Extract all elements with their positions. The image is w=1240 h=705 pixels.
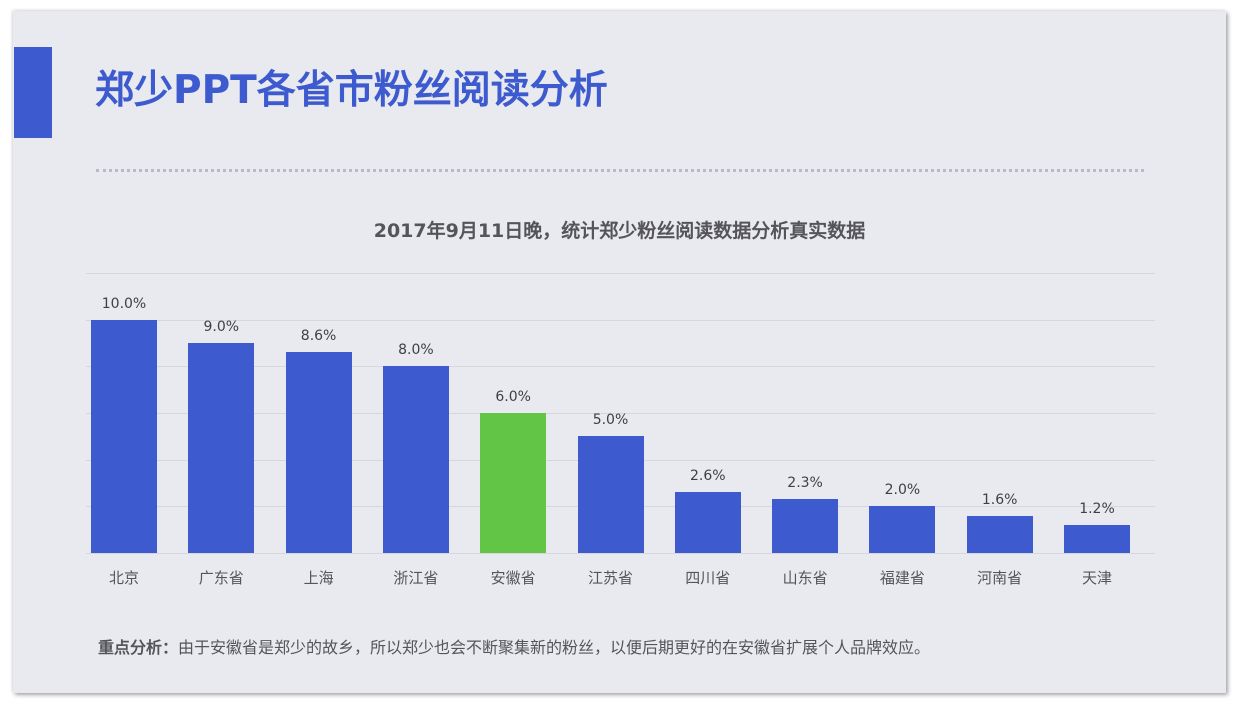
chart-title: 2017年9月11日晚，统计郑少粉丝阅读数据分析真实数据: [373, 220, 866, 242]
data-label: 1.6%: [981, 491, 1018, 508]
bar-group: 8.6%: [285, 273, 352, 553]
bar-group: 8.0%: [382, 273, 449, 553]
bar: [480, 413, 547, 553]
bar-group: 1.6%: [966, 273, 1033, 553]
slide: 郑少PPT各省市粉丝阅读分析 2017年9月11日晚，统计郑少粉丝阅读数据分析真…: [13, 11, 1226, 693]
bar: [674, 492, 741, 553]
gridline: [86, 319, 1155, 321]
data-label: 10.0%: [101, 295, 147, 312]
category-label: 江苏省: [587, 569, 633, 587]
data-label: 5.0%: [592, 412, 629, 429]
bar: [91, 319, 157, 553]
data-label: 1.2%: [1079, 501, 1115, 517]
bar-group: 5.0%: [577, 273, 644, 553]
category-label: 广东省: [198, 569, 244, 587]
bar: [966, 515, 1033, 553]
slide-title: 郑少PPT各省市粉丝阅读分析: [95, 68, 608, 113]
analysis-text: 由于安徽省是郑少的故乡，所以郑少也会不断聚集新的粉丝，以便后期更好的在安徽省扩展…: [178, 638, 931, 657]
bar-group: 9.0%: [188, 273, 255, 553]
data-label: 2.0%: [884, 482, 921, 499]
bar-group: 6.0%: [480, 273, 547, 553]
bar: [285, 352, 352, 553]
analysis-note: 重点分析：由于安徽省是郑少的故乡，所以郑少也会不断聚集新的粉丝，以便后期更好的在…: [98, 634, 930, 658]
data-label: 6.0%: [495, 389, 531, 405]
bar: [1064, 525, 1130, 553]
data-label: 9.0%: [203, 319, 240, 335]
data-label: 8.6%: [300, 328, 337, 345]
category-label: 浙江省: [393, 569, 439, 587]
gridline: [86, 553, 1155, 554]
bar: [869, 506, 936, 553]
title-accent-bar: [14, 47, 52, 138]
data-label: 2.6%: [690, 468, 726, 485]
bar-group: 2.3%: [772, 273, 839, 553]
category-label: 山东省: [782, 569, 828, 587]
bar-group: 10.0%: [91, 273, 157, 553]
bar-chart-plot-area: 10.0% 9.0% 8.6% 8.0% 6.0% 5.0% 2.6% 2.3% 2.0% 1.6…: [86, 273, 1155, 554]
category-label: 上海: [303, 569, 334, 587]
dotted-divider: [96, 169, 1144, 172]
data-label: 2.3%: [787, 475, 823, 492]
bar-group: 1.2%: [1064, 273, 1130, 553]
category-label: 安徽省: [490, 569, 536, 587]
category-label: 北京: [108, 569, 139, 587]
bar: [577, 436, 644, 553]
category-label: 河南省: [977, 569, 1023, 587]
gridline: [86, 273, 1155, 274]
data-label: 8.0%: [398, 342, 434, 359]
analysis-label: 重点分析：: [98, 638, 179, 657]
bar: [382, 366, 449, 553]
gridline: [86, 366, 1155, 368]
bar-group: 2.0%: [869, 273, 936, 553]
category-label: 天津: [1081, 569, 1112, 587]
category-label: 福建省: [879, 569, 925, 587]
bar-group: 2.6%: [674, 273, 741, 553]
gridline: [86, 413, 1155, 414]
category-label: 四川省: [685, 569, 731, 587]
bar: [772, 499, 839, 553]
bar: [188, 343, 255, 553]
